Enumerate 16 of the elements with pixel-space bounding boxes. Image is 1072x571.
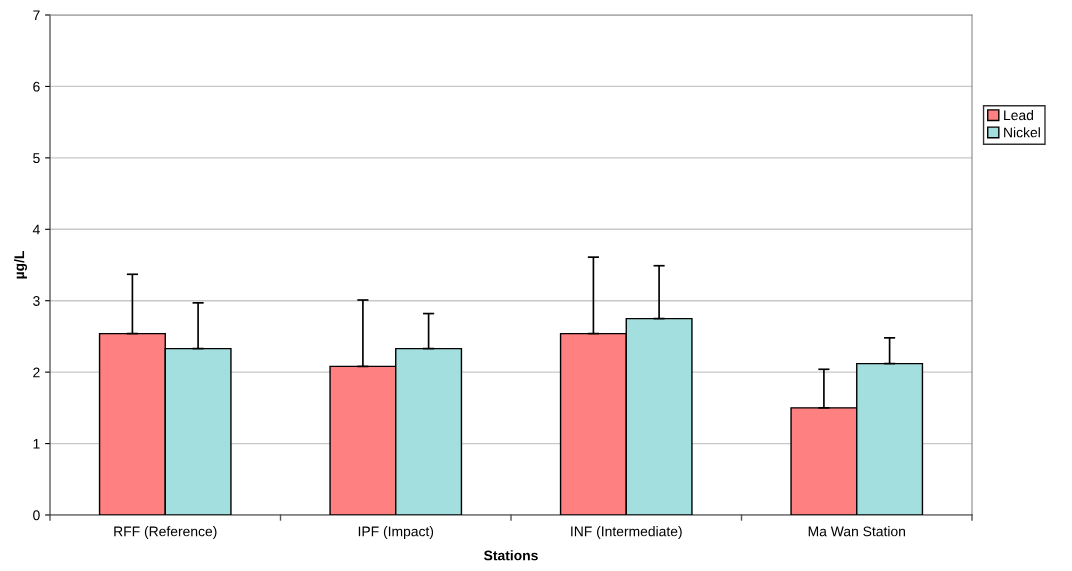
y-tick-label: 6 (33, 81, 40, 92)
x-tick-label: RFF (Reference) (114, 526, 217, 540)
y-tick-label: 1 (33, 439, 40, 449)
y-tick-label: 4 (32, 224, 40, 235)
y-tick-label: 5 (33, 153, 40, 164)
x-tick-label: Ma Wan Station (808, 526, 905, 537)
legend-label: Nickel (1004, 127, 1040, 138)
y-tick-label: 2 (33, 367, 40, 378)
y-tick-label: 3 (33, 296, 40, 306)
x-axis-title: Stations (484, 550, 538, 561)
x-tick-label: INF (Intermediate) (571, 526, 682, 540)
y-axis-title: µg/L (13, 251, 27, 279)
y-tick-label: 7 (33, 10, 40, 21)
x-tick-label: IPF (Impact) (358, 526, 434, 540)
y-tick-label: 0 (33, 510, 40, 521)
legend-label: Lead (1004, 109, 1033, 121)
